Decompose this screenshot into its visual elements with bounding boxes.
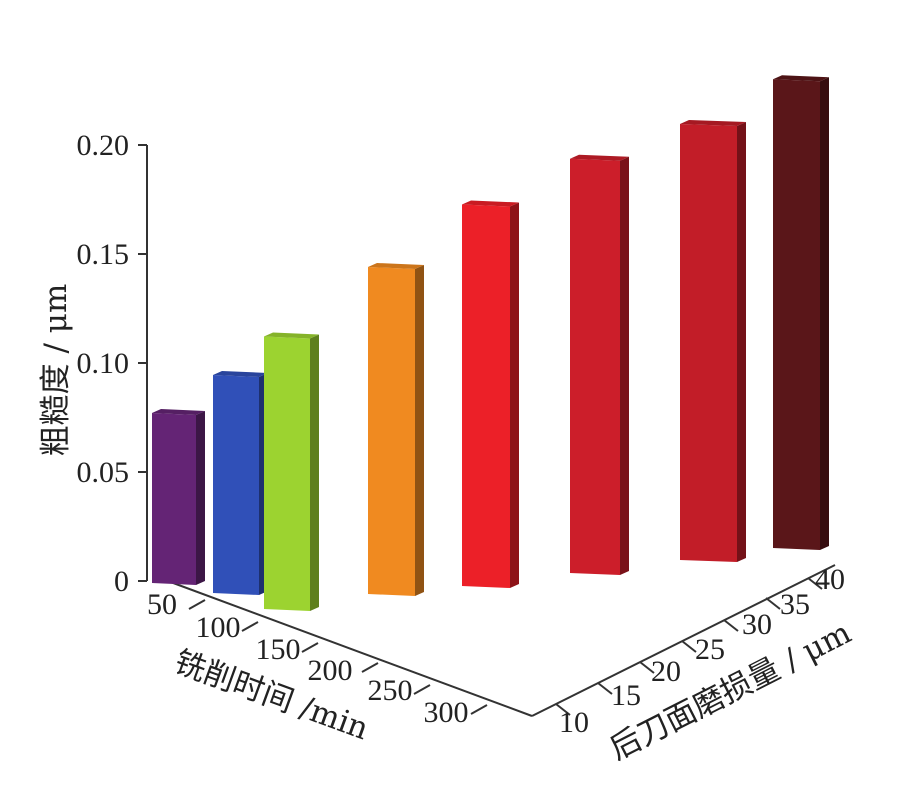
time-tick — [361, 662, 379, 673]
bar-150-20 — [264, 332, 319, 611]
wear-axis-line — [531, 564, 836, 717]
z-tick-label: 0.20 — [77, 129, 130, 162]
wear-tick-label: 15 — [611, 679, 641, 712]
bar-side — [737, 122, 746, 562]
wear-tick — [597, 682, 613, 695]
bar-front — [264, 336, 310, 611]
time-tick-label: 300 — [424, 696, 469, 729]
wear-tick-label: 35 — [780, 588, 810, 621]
time-tick — [413, 684, 431, 695]
time-tick-label: 200 — [308, 654, 353, 687]
bar-front — [462, 204, 510, 588]
axes — [138, 144, 836, 717]
bar-top — [680, 120, 746, 126]
z-tick-label: 0.10 — [77, 347, 130, 380]
time-tick — [301, 642, 319, 653]
z-axis-title: 粗糙度 / μm — [38, 284, 74, 457]
bar-300-40 — [773, 75, 829, 551]
bar-300-35 — [570, 154, 629, 576]
z-tick-label: 0.15 — [77, 238, 130, 271]
z-tick-label: 0 — [114, 565, 129, 598]
wear-tick — [639, 661, 655, 674]
bar-top — [368, 263, 424, 269]
wear-tick — [765, 597, 781, 610]
bar-side — [620, 156, 629, 576]
wear-axis-title: 后刀面磨损量 / μm — [604, 615, 857, 768]
bar-300-38 — [680, 120, 746, 562]
bar-top — [773, 75, 829, 82]
bar-front — [570, 158, 620, 576]
bar-front — [213, 375, 259, 595]
bar-top — [152, 408, 205, 415]
bar-front — [152, 412, 196, 585]
bar-side — [415, 265, 424, 596]
time-tick-label: 100 — [196, 611, 241, 644]
wear-tick — [807, 577, 823, 590]
bar-front — [368, 267, 415, 596]
wear-tick-label: 30 — [742, 608, 772, 641]
time-tick-label: 150 — [256, 633, 301, 666]
time-tick-label: 50 — [147, 588, 177, 621]
wear-tick — [681, 640, 697, 653]
bar-top — [213, 371, 268, 377]
bars — [152, 75, 829, 611]
bar-front — [680, 124, 737, 562]
wear-tick-label: 10 — [559, 706, 589, 739]
time-tick — [470, 704, 488, 715]
bar-side — [310, 334, 319, 611]
time-tick — [241, 621, 259, 632]
bar-100-15 — [213, 371, 268, 595]
wear-tick-label: 25 — [695, 633, 725, 666]
bar-front — [773, 79, 820, 551]
bar-top — [264, 332, 319, 339]
wear-tick — [555, 703, 571, 716]
wear-tick-label: 40 — [815, 563, 845, 596]
wear-tick — [723, 619, 739, 632]
bar-200-25 — [368, 263, 424, 596]
bar-250-30 — [462, 200, 519, 588]
bar-side — [820, 77, 829, 551]
time-tick-label: 250 — [368, 674, 413, 707]
time-axis-line — [156, 576, 533, 717]
wear-tick-label: 20 — [651, 655, 681, 688]
z-tick-label: 0.05 — [77, 456, 130, 489]
bar-side — [196, 410, 205, 585]
bar-50-10 — [152, 408, 205, 585]
bar-top — [462, 200, 519, 207]
bar-top — [570, 154, 629, 161]
bar-side — [510, 202, 519, 588]
time-tick — [188, 599, 206, 610]
